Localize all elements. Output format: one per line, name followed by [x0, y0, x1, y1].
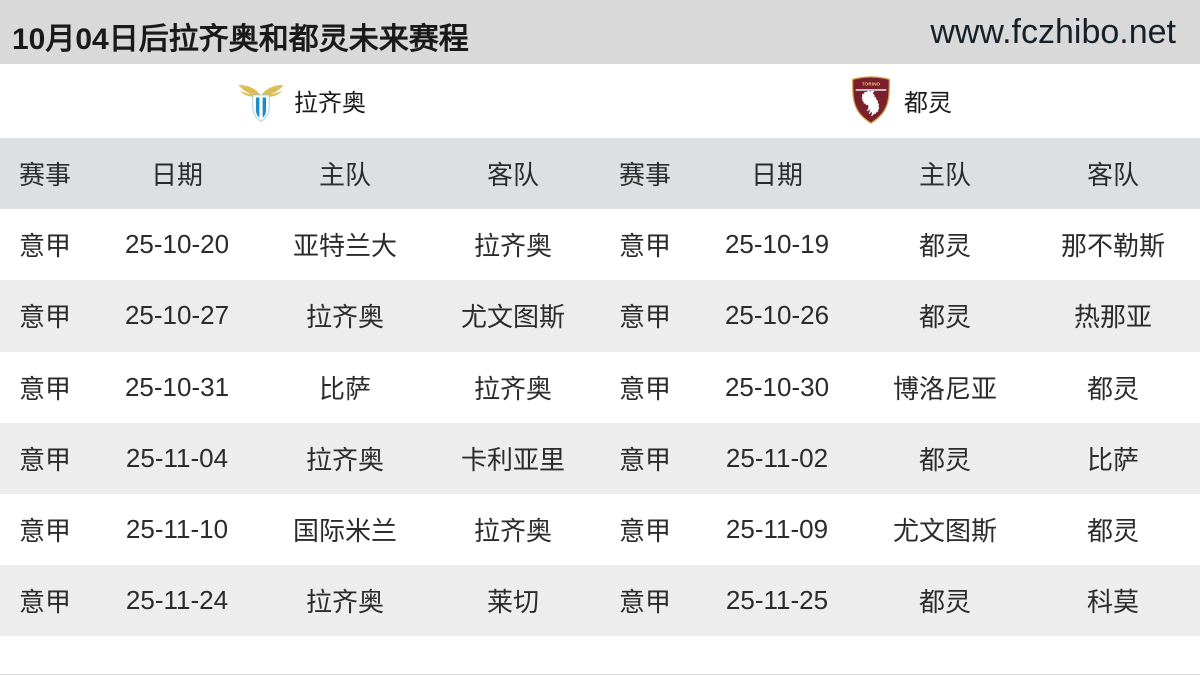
svg-text:TORINO: TORINO: [862, 82, 881, 88]
